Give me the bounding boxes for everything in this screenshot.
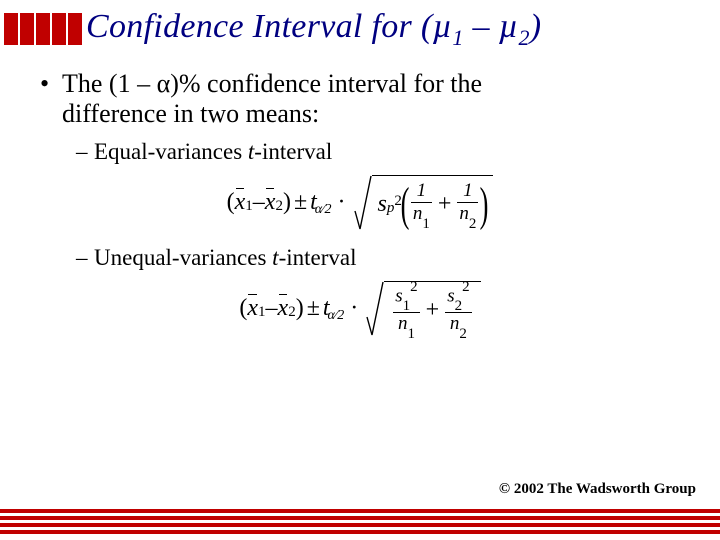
title-mid: – µ	[464, 8, 519, 45]
dash-item-unequal: – Unequal-variances t-interval	[40, 245, 680, 271]
title-decor	[4, 13, 84, 45]
formula-unequal-var: (x1–x2) ± tα⁄2 · s12n1 + s22n2	[40, 281, 680, 337]
sqrt-equal: sp2 ( 1n1 + 1n2 )	[354, 175, 494, 231]
sqrt-unequal: s12n1 + s22n2	[366, 281, 480, 337]
content: • The (1 – α)% confidence interval for t…	[0, 51, 720, 337]
dash-item-equal: – Equal-variances t-interval	[40, 139, 680, 165]
dash-text-unequal: Unequal-variances t-interval	[94, 245, 356, 271]
footer-decor	[0, 506, 720, 534]
bullet-item: • The (1 – α)% confidence interval for t…	[40, 69, 680, 129]
formula-equal-var: (x1–x2) ± tα⁄2 · sp2 ( 1n1 + 1n2 )	[40, 175, 680, 231]
radical-icon	[354, 175, 372, 231]
title-sub1: 1	[452, 25, 463, 50]
title-sub2: 2	[518, 25, 529, 50]
bullet-marker: •	[40, 69, 62, 129]
title-post: )	[530, 8, 542, 45]
copyright: © 2002 The Wadsworth Group	[499, 481, 696, 498]
dash-marker: –	[76, 139, 94, 165]
title-row: Confidence Interval for (µ1 – µ2)	[0, 0, 720, 51]
dash-text-equal: Equal-variances t-interval	[94, 139, 332, 165]
title-pre: Confidence Interval for (µ	[86, 8, 452, 45]
dash-marker: –	[76, 245, 94, 271]
bullet-text: The (1 – α)% confidence interval for the…	[62, 69, 482, 129]
radical-icon	[366, 281, 384, 337]
page-title: Confidence Interval for (µ1 – µ2)	[86, 8, 541, 51]
